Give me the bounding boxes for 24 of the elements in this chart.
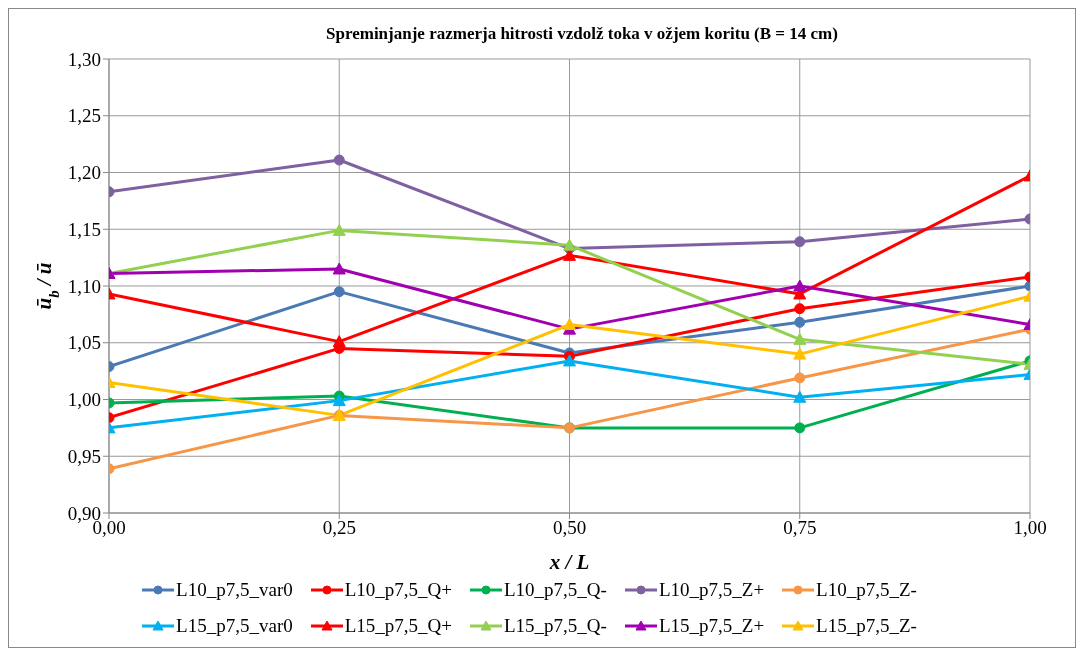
y-tick-label: 1,15 bbox=[67, 218, 101, 240]
y-tick-label: 1,20 bbox=[67, 162, 101, 184]
x-axis-title: x / L bbox=[548, 550, 590, 574]
legend-label: L15_p7,5_Z- bbox=[816, 615, 917, 637]
y-tick-label: 1,25 bbox=[67, 105, 101, 127]
x-tick-label: 0,50 bbox=[552, 517, 587, 539]
chart-title: Spreminjanje razmerja hitrosti vzdolž toka v ožjem koritu (B = 14 cm) bbox=[326, 24, 838, 43]
legend-label: L15_p7,5_Z+ bbox=[658, 615, 765, 637]
y-tick-label: 1,30 bbox=[67, 48, 101, 70]
legend-label: L10_p7,5_Q- bbox=[504, 579, 607, 601]
legend-label: L15_p7,5_Q+ bbox=[344, 615, 453, 637]
x-tick-label: 0,75 bbox=[783, 517, 817, 539]
x-tick-label: 1,00 bbox=[1013, 517, 1047, 539]
legend-label: L15_p7,5_var0 bbox=[176, 615, 293, 637]
legend-label: L15_p7,5_Q- bbox=[504, 615, 607, 637]
y-tick-label: 0,95 bbox=[67, 445, 101, 467]
y-tick-label: 1,10 bbox=[67, 275, 101, 297]
legend-label: L10_p7,5_Z- bbox=[816, 579, 917, 601]
y-tick-label: 1,05 bbox=[67, 332, 101, 354]
x-tick-label: 0,25 bbox=[322, 517, 356, 539]
legend-label: L10_p7,5_var0 bbox=[176, 579, 293, 601]
legend-label: L10_p7,5_Q+ bbox=[344, 579, 453, 601]
legend-label: L10_p7,5_Z+ bbox=[658, 579, 765, 601]
y-tick-label: 1,00 bbox=[67, 389, 101, 411]
